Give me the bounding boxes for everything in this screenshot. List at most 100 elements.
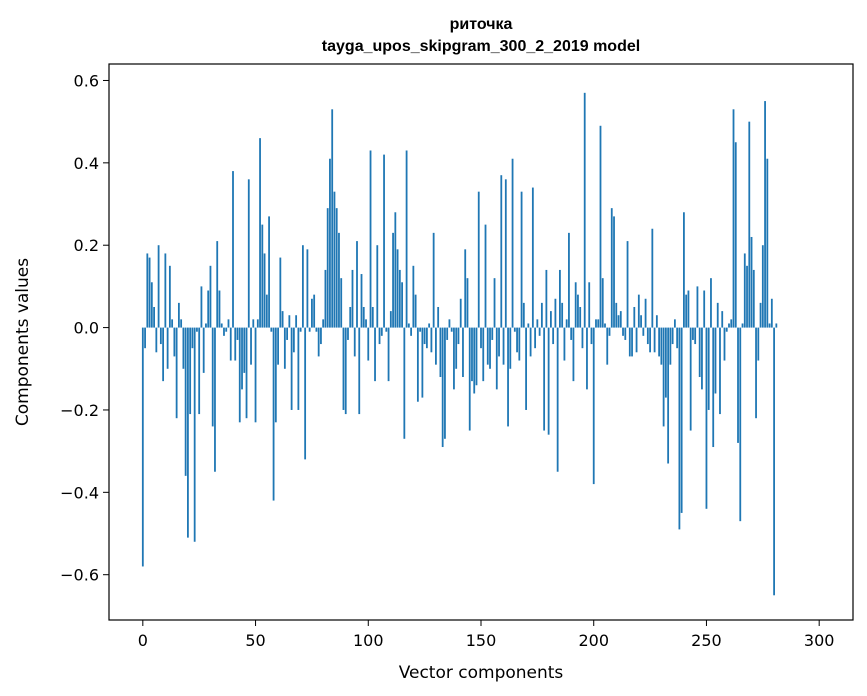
bar: [633, 306, 636, 328]
bar: [705, 327, 708, 509]
bar: [493, 278, 496, 328]
chart-subtitle: tayga_upos_skipgram_300_2_2019 model: [322, 38, 640, 55]
bar: [281, 311, 284, 328]
y-tick-label: −0.6: [60, 566, 99, 585]
bar: [159, 327, 162, 345]
bar: [218, 290, 221, 328]
bar: [450, 327, 453, 332]
bar: [405, 150, 408, 328]
x-tick-label: 100: [353, 631, 384, 650]
bar: [608, 327, 611, 336]
bar: [202, 327, 205, 373]
bar: [437, 306, 440, 328]
bar: [297, 327, 300, 410]
bar: [272, 327, 275, 501]
bar: [191, 327, 194, 349]
bar: [304, 327, 307, 460]
bar: [387, 327, 390, 382]
bar: [504, 179, 507, 328]
bar: [617, 315, 620, 328]
bar: [734, 142, 737, 328]
bar: [590, 327, 593, 345]
bar: [247, 179, 250, 328]
bar: [157, 245, 160, 328]
bar: [586, 327, 588, 390]
bar: [430, 327, 433, 353]
bar: [292, 327, 295, 353]
bar: [338, 232, 340, 328]
bar: [216, 241, 219, 328]
bar: [676, 327, 679, 349]
bar: [642, 327, 645, 336]
bar: [667, 327, 670, 464]
bar: [462, 327, 464, 378]
bar: [428, 323, 431, 328]
bar: [577, 294, 579, 328]
bar: [525, 327, 527, 410]
bar: [407, 323, 410, 328]
bar: [746, 265, 748, 328]
bar: [358, 327, 361, 415]
y-tick-label: 0.6: [74, 71, 99, 90]
bar: [351, 269, 354, 328]
bar: [421, 327, 424, 398]
bar: [214, 327, 216, 472]
bar: [200, 286, 203, 328]
bar: [592, 327, 595, 485]
bar: [741, 323, 744, 328]
bar: [168, 265, 171, 328]
bar: [565, 319, 568, 328]
bar: [482, 327, 485, 382]
bar: [254, 327, 257, 423]
bar: [597, 319, 600, 328]
x-axis-ticks: 0 50 100 150 200 250 300: [138, 620, 834, 650]
bar: [371, 306, 374, 328]
bar: [383, 154, 385, 328]
bar: [286, 327, 289, 340]
bar: [236, 327, 239, 340]
bar: [507, 327, 509, 427]
bar: [574, 282, 577, 328]
bar: [225, 327, 228, 332]
bar: [678, 327, 681, 530]
bar: [220, 323, 223, 328]
bar: [543, 327, 546, 431]
bar: [324, 269, 327, 328]
bar: [333, 191, 336, 328]
bar: [455, 327, 458, 369]
bar: [340, 278, 343, 328]
bar: [635, 327, 638, 353]
bar: [331, 109, 334, 328]
bar: [306, 249, 309, 328]
bar: [317, 327, 320, 357]
bar: [759, 302, 762, 328]
bar: [595, 319, 597, 328]
bar: [707, 327, 710, 410]
bar: [189, 327, 192, 415]
bar: [153, 306, 155, 328]
bar: [277, 327, 279, 365]
bar: [419, 327, 422, 332]
bar: [719, 327, 721, 415]
bar: [441, 327, 444, 448]
bar: [624, 327, 627, 340]
bar: [698, 327, 701, 378]
bar: [144, 327, 146, 349]
bar: [712, 327, 715, 448]
bar: [615, 302, 618, 328]
bar: [464, 249, 467, 328]
bar: [768, 323, 771, 328]
bar: [559, 269, 561, 328]
bar: [640, 315, 642, 328]
bar: [423, 327, 426, 345]
bar: [207, 290, 210, 328]
bar: [599, 125, 602, 328]
bar: [588, 282, 591, 328]
bar: [392, 232, 394, 328]
bar: [662, 327, 665, 427]
bar: [245, 327, 248, 419]
bar: [182, 327, 185, 369]
bar: [755, 327, 757, 419]
bar: [162, 327, 165, 382]
bar: [637, 294, 640, 328]
